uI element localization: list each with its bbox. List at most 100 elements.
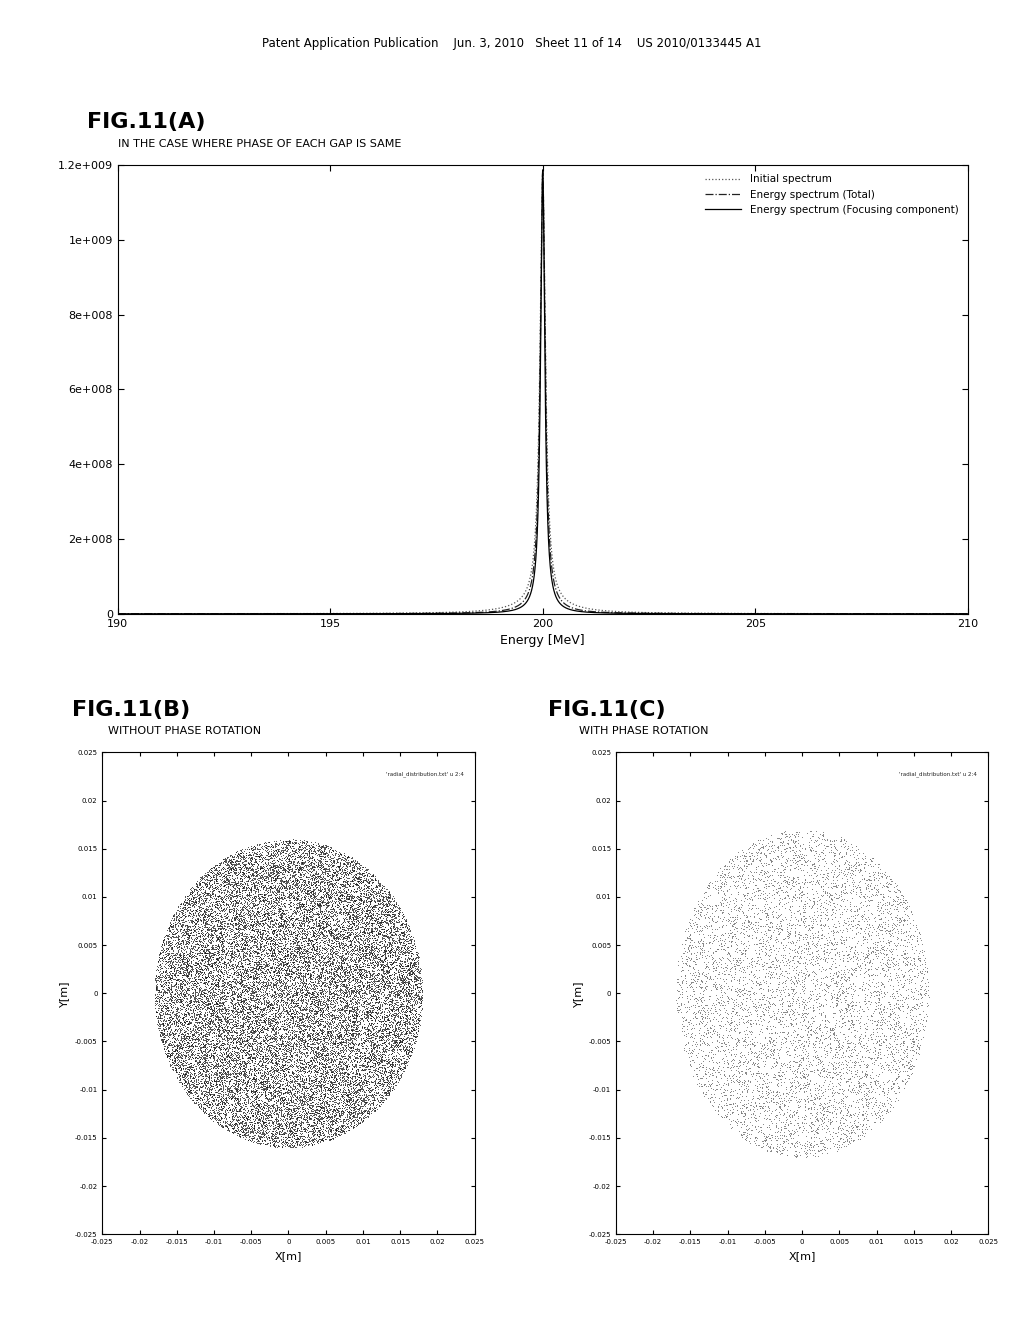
Point	[783, 975, 800, 997]
Point	[375, 895, 391, 916]
Point	[736, 869, 753, 890]
Point	[355, 894, 372, 915]
Point	[385, 1039, 401, 1060]
Point	[169, 998, 185, 1019]
Point	[241, 1007, 257, 1028]
Point	[340, 1044, 356, 1065]
Point	[740, 924, 757, 945]
Point	[780, 925, 797, 946]
Point	[345, 902, 361, 923]
Point	[253, 962, 269, 983]
Point	[239, 1027, 255, 1048]
Point	[349, 1109, 366, 1130]
Point	[823, 1039, 840, 1060]
Point	[226, 970, 243, 991]
Point	[344, 1097, 360, 1118]
Point	[351, 1064, 368, 1085]
Point	[301, 915, 317, 936]
Point	[264, 863, 281, 884]
Point	[275, 1067, 292, 1088]
Point	[295, 913, 311, 935]
Point	[260, 1107, 276, 1129]
Point	[328, 932, 344, 953]
Point	[288, 1036, 304, 1057]
Point	[760, 906, 776, 927]
Point	[862, 870, 879, 891]
Point	[904, 960, 921, 981]
Point	[323, 1030, 339, 1051]
Point	[364, 1016, 380, 1038]
Point	[788, 1061, 805, 1082]
Point	[231, 973, 248, 994]
Point	[309, 1001, 326, 1022]
Point	[279, 1002, 295, 1023]
Point	[266, 1090, 283, 1111]
Point	[331, 1105, 347, 1126]
Point	[160, 927, 176, 948]
Point	[306, 838, 323, 859]
Point	[220, 1067, 237, 1088]
Point	[275, 1107, 292, 1129]
Point	[197, 978, 213, 999]
Point	[794, 1040, 810, 1061]
Point	[387, 933, 403, 954]
Point	[205, 878, 221, 899]
Point	[327, 869, 343, 890]
Point	[300, 1002, 316, 1023]
Point	[187, 899, 204, 920]
Point	[220, 1052, 237, 1073]
Point	[312, 1131, 329, 1152]
Point	[292, 869, 308, 890]
Point	[387, 1024, 403, 1045]
Point	[186, 1015, 203, 1036]
Point	[317, 1044, 334, 1065]
Point	[267, 869, 284, 890]
Point	[287, 1094, 303, 1115]
Point	[274, 838, 291, 859]
Point	[775, 1007, 792, 1028]
Point	[205, 978, 221, 999]
Point	[260, 1064, 276, 1085]
Point	[331, 845, 347, 866]
Point	[340, 1073, 356, 1094]
Point	[207, 1093, 223, 1114]
Point	[771, 1101, 787, 1122]
Point	[283, 949, 299, 970]
Point	[301, 1028, 317, 1049]
Point	[304, 1084, 321, 1105]
Point	[355, 1064, 372, 1085]
Point	[181, 1030, 198, 1051]
Point	[301, 902, 317, 923]
Point	[329, 964, 345, 985]
Point	[168, 1001, 184, 1022]
Point	[372, 1069, 388, 1090]
Point	[803, 1015, 819, 1036]
Point	[718, 909, 734, 931]
Point	[259, 1026, 275, 1047]
Point	[153, 1026, 169, 1047]
Point	[403, 1041, 420, 1063]
Point	[266, 1133, 283, 1154]
Point	[323, 965, 339, 986]
Point	[193, 969, 209, 990]
Point	[838, 978, 854, 999]
Point	[229, 954, 246, 975]
Point	[221, 873, 238, 894]
Point	[241, 871, 257, 892]
Point	[352, 1011, 369, 1032]
Point	[345, 874, 361, 895]
Point	[762, 1030, 778, 1051]
Point	[845, 843, 861, 865]
Point	[784, 832, 801, 853]
Point	[244, 1115, 260, 1137]
Point	[211, 1040, 227, 1061]
Point	[293, 1093, 309, 1114]
Point	[882, 923, 898, 944]
Point	[871, 858, 888, 879]
Point	[207, 896, 223, 917]
Point	[356, 1032, 373, 1053]
Point	[345, 913, 361, 935]
Point	[300, 917, 316, 939]
Point	[718, 1034, 734, 1055]
Point	[166, 1014, 182, 1035]
